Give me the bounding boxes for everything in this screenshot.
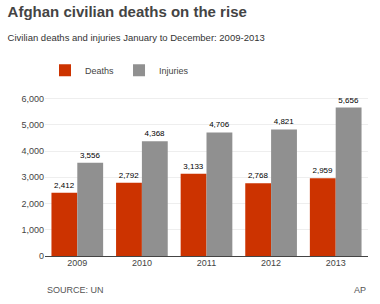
svg-text:2013: 2013: [326, 258, 346, 268]
svg-text:0: 0: [39, 251, 44, 261]
svg-text:2,768: 2,768: [248, 171, 269, 180]
svg-text:3,000: 3,000: [21, 172, 44, 182]
svg-text:2,000: 2,000: [21, 199, 44, 209]
svg-text:AP: AP: [354, 285, 366, 295]
svg-text:2011: 2011: [197, 258, 216, 268]
svg-text:2,959: 2,959: [312, 166, 333, 175]
svg-text:2009: 2009: [67, 258, 87, 268]
svg-text:3,133: 3,133: [183, 162, 204, 171]
svg-text:6,000: 6,000: [21, 94, 44, 104]
svg-text:3,556: 3,556: [80, 151, 101, 160]
svg-text:Afghan civilian deaths on the: Afghan civilian deaths on the rise: [8, 3, 247, 20]
svg-text:2,412: 2,412: [54, 181, 75, 190]
svg-text:Injuries: Injuries: [159, 66, 189, 76]
svg-text:SOURCE: UN: SOURCE: UN: [47, 285, 104, 295]
svg-text:5,000: 5,000: [21, 120, 44, 130]
svg-text:2012: 2012: [261, 258, 281, 268]
svg-text:Deaths: Deaths: [85, 66, 114, 76]
svg-text:4,000: 4,000: [21, 146, 44, 156]
svg-text:4,821: 4,821: [274, 117, 295, 126]
svg-text:4,368: 4,368: [145, 129, 166, 138]
svg-text:2010: 2010: [132, 258, 152, 268]
svg-text:Civilian deaths and injuries J: Civilian deaths and injuries January to …: [8, 32, 265, 43]
svg-text:4,706: 4,706: [209, 120, 230, 129]
svg-text:2,792: 2,792: [119, 171, 140, 180]
svg-text:5,656: 5,656: [338, 96, 359, 105]
svg-text:1,000: 1,000: [21, 225, 44, 235]
